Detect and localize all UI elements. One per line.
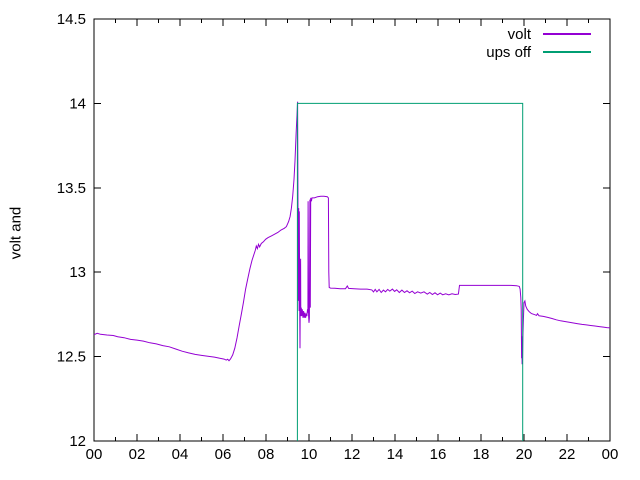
x-tick-label: 00 xyxy=(602,446,619,463)
x-tick-label: 12 xyxy=(344,446,361,463)
x-tick-label: 02 xyxy=(129,446,146,463)
y-axis-title: volt and xyxy=(7,206,25,260)
y-tick-label: 14.5 xyxy=(57,11,86,28)
legend: volt ups off xyxy=(486,25,591,61)
legend-label-ups-off: ups off xyxy=(486,43,531,61)
x-tick-label: 06 xyxy=(215,446,232,463)
volt-line-sample-icon xyxy=(543,33,591,35)
plot-border xyxy=(93,18,611,442)
y-tick-label: 12 xyxy=(69,433,86,450)
x-tick-label: 10 xyxy=(301,446,318,463)
y-tick-label: 14 xyxy=(69,95,86,112)
x-tick-label: 00 xyxy=(86,446,103,463)
x-tick-label: 22 xyxy=(559,446,576,463)
y-tick-label: 13 xyxy=(69,264,86,281)
y-tick-label: 13.5 xyxy=(57,180,86,197)
volt-series-line xyxy=(93,101,611,365)
ups-off-series-line xyxy=(296,102,524,441)
x-tick-label: 04 xyxy=(172,446,189,463)
ups-off-line-sample-icon xyxy=(543,51,591,53)
legend-entry-ups-off: ups off xyxy=(486,43,591,61)
x-tick-label: 08 xyxy=(258,446,275,463)
x-tick-label: 14 xyxy=(387,446,404,463)
legend-entry-volt: volt xyxy=(486,25,591,43)
x-tick-label: 16 xyxy=(430,446,447,463)
x-tick-label: 18 xyxy=(473,446,490,463)
y-tick-label: 12.5 xyxy=(57,349,86,366)
legend-label-volt: volt xyxy=(507,25,531,43)
x-tick-label: 20 xyxy=(516,446,533,463)
